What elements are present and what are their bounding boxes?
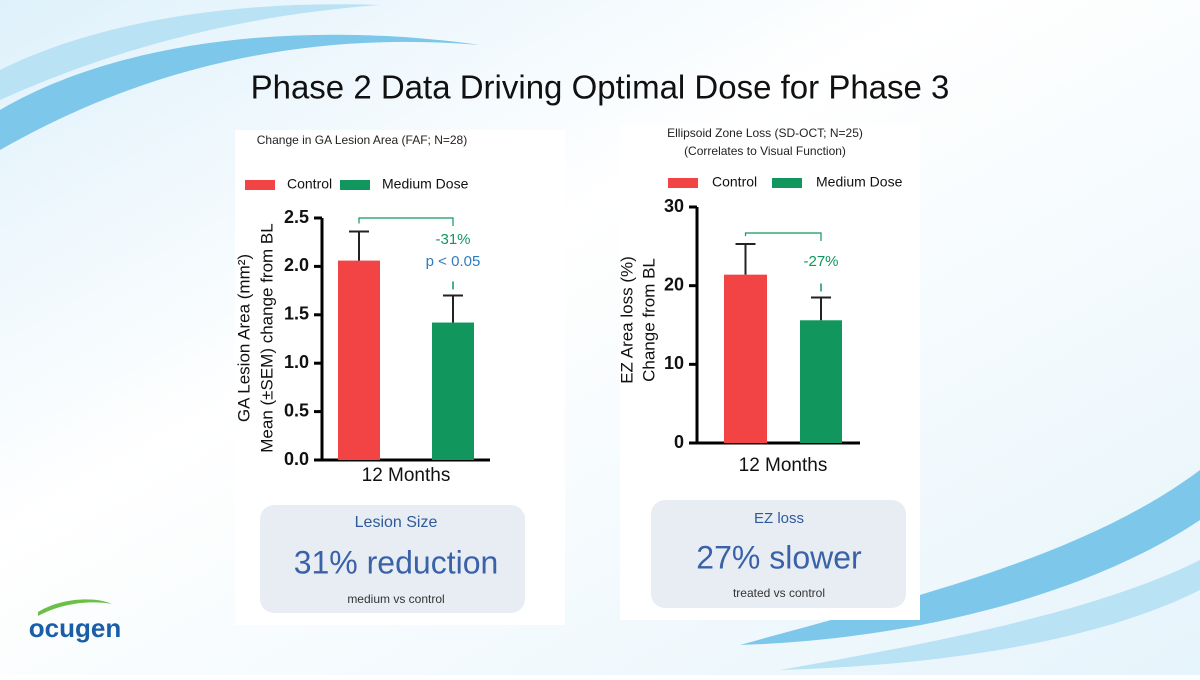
legend-swatch	[340, 180, 370, 190]
y-axis-label: GA Lesion Area (mm²)	[234, 254, 253, 422]
summary-value: 27% slower	[696, 539, 862, 575]
legend-label: Control	[712, 174, 757, 190]
legend-swatch	[772, 178, 802, 188]
y-tick-label: 2.5	[284, 207, 309, 227]
significance-bracket	[744, 232, 822, 241]
summary-heading: EZ loss	[754, 510, 804, 527]
bar	[800, 320, 842, 443]
swoosh	[740, 470, 1200, 645]
annotation: -27%	[803, 253, 838, 270]
y-tick-label: 0	[674, 432, 684, 452]
y-tick-label: 0.5	[284, 400, 309, 420]
error-bar	[443, 294, 463, 323]
y-axis-label: Mean (±SEM) change from BL	[257, 223, 276, 452]
chart-title: Ellipsoid Zone Loss (SD-OCT; N=25)	[667, 126, 863, 140]
summary-box	[651, 500, 906, 608]
summary-note: medium vs control	[347, 592, 444, 606]
summary-note: treated vs control	[733, 586, 825, 600]
chart-title: Change in GA Lesion Area (FAF; N=28)	[257, 133, 467, 147]
annotation: -31%	[435, 231, 470, 248]
y-tick-label: 20	[664, 274, 684, 294]
legend-label: Medium Dose	[382, 176, 469, 192]
chart-title: (Correlates to Visual Function)	[684, 144, 846, 158]
legend-label: Control	[287, 176, 332, 192]
error-bar	[735, 242, 756, 275]
logo-swoosh	[38, 599, 112, 616]
y-tick-label: 30	[664, 196, 684, 216]
legend-label: Medium Dose	[816, 174, 903, 190]
y-tick-label: 2.0	[284, 255, 309, 275]
bar	[338, 260, 380, 460]
y-tick-label: 1.0	[284, 352, 309, 372]
legend-swatch	[245, 180, 275, 190]
annotation: p < 0.05	[426, 253, 481, 270]
error-bar	[349, 230, 369, 261]
y-tick-label: 10	[664, 353, 684, 373]
significance-bracket	[358, 217, 454, 226]
y-axis-label: EZ Area loss (%)	[617, 256, 636, 384]
error-bar	[811, 296, 831, 321]
slide-title: Phase 2 Data Driving Optimal Dose for Ph…	[251, 69, 950, 106]
bar	[432, 322, 474, 460]
x-tick-label: 12 Months	[362, 465, 451, 486]
y-tick-label: 0.0	[284, 449, 309, 469]
summary-box	[260, 505, 525, 613]
summary-heading: Lesion Size	[355, 514, 438, 531]
y-axis-label: Change from BL	[639, 258, 658, 382]
swoosh	[0, 4, 380, 100]
logo: ocugen	[29, 613, 121, 643]
x-tick-label: 12 Months	[739, 455, 828, 476]
y-tick-label: 1.5	[284, 304, 309, 324]
legend-swatch	[668, 178, 698, 188]
swoosh	[0, 34, 480, 150]
swoosh	[780, 560, 1200, 670]
summary-value: 31% reduction	[294, 544, 499, 580]
bar	[724, 274, 767, 443]
